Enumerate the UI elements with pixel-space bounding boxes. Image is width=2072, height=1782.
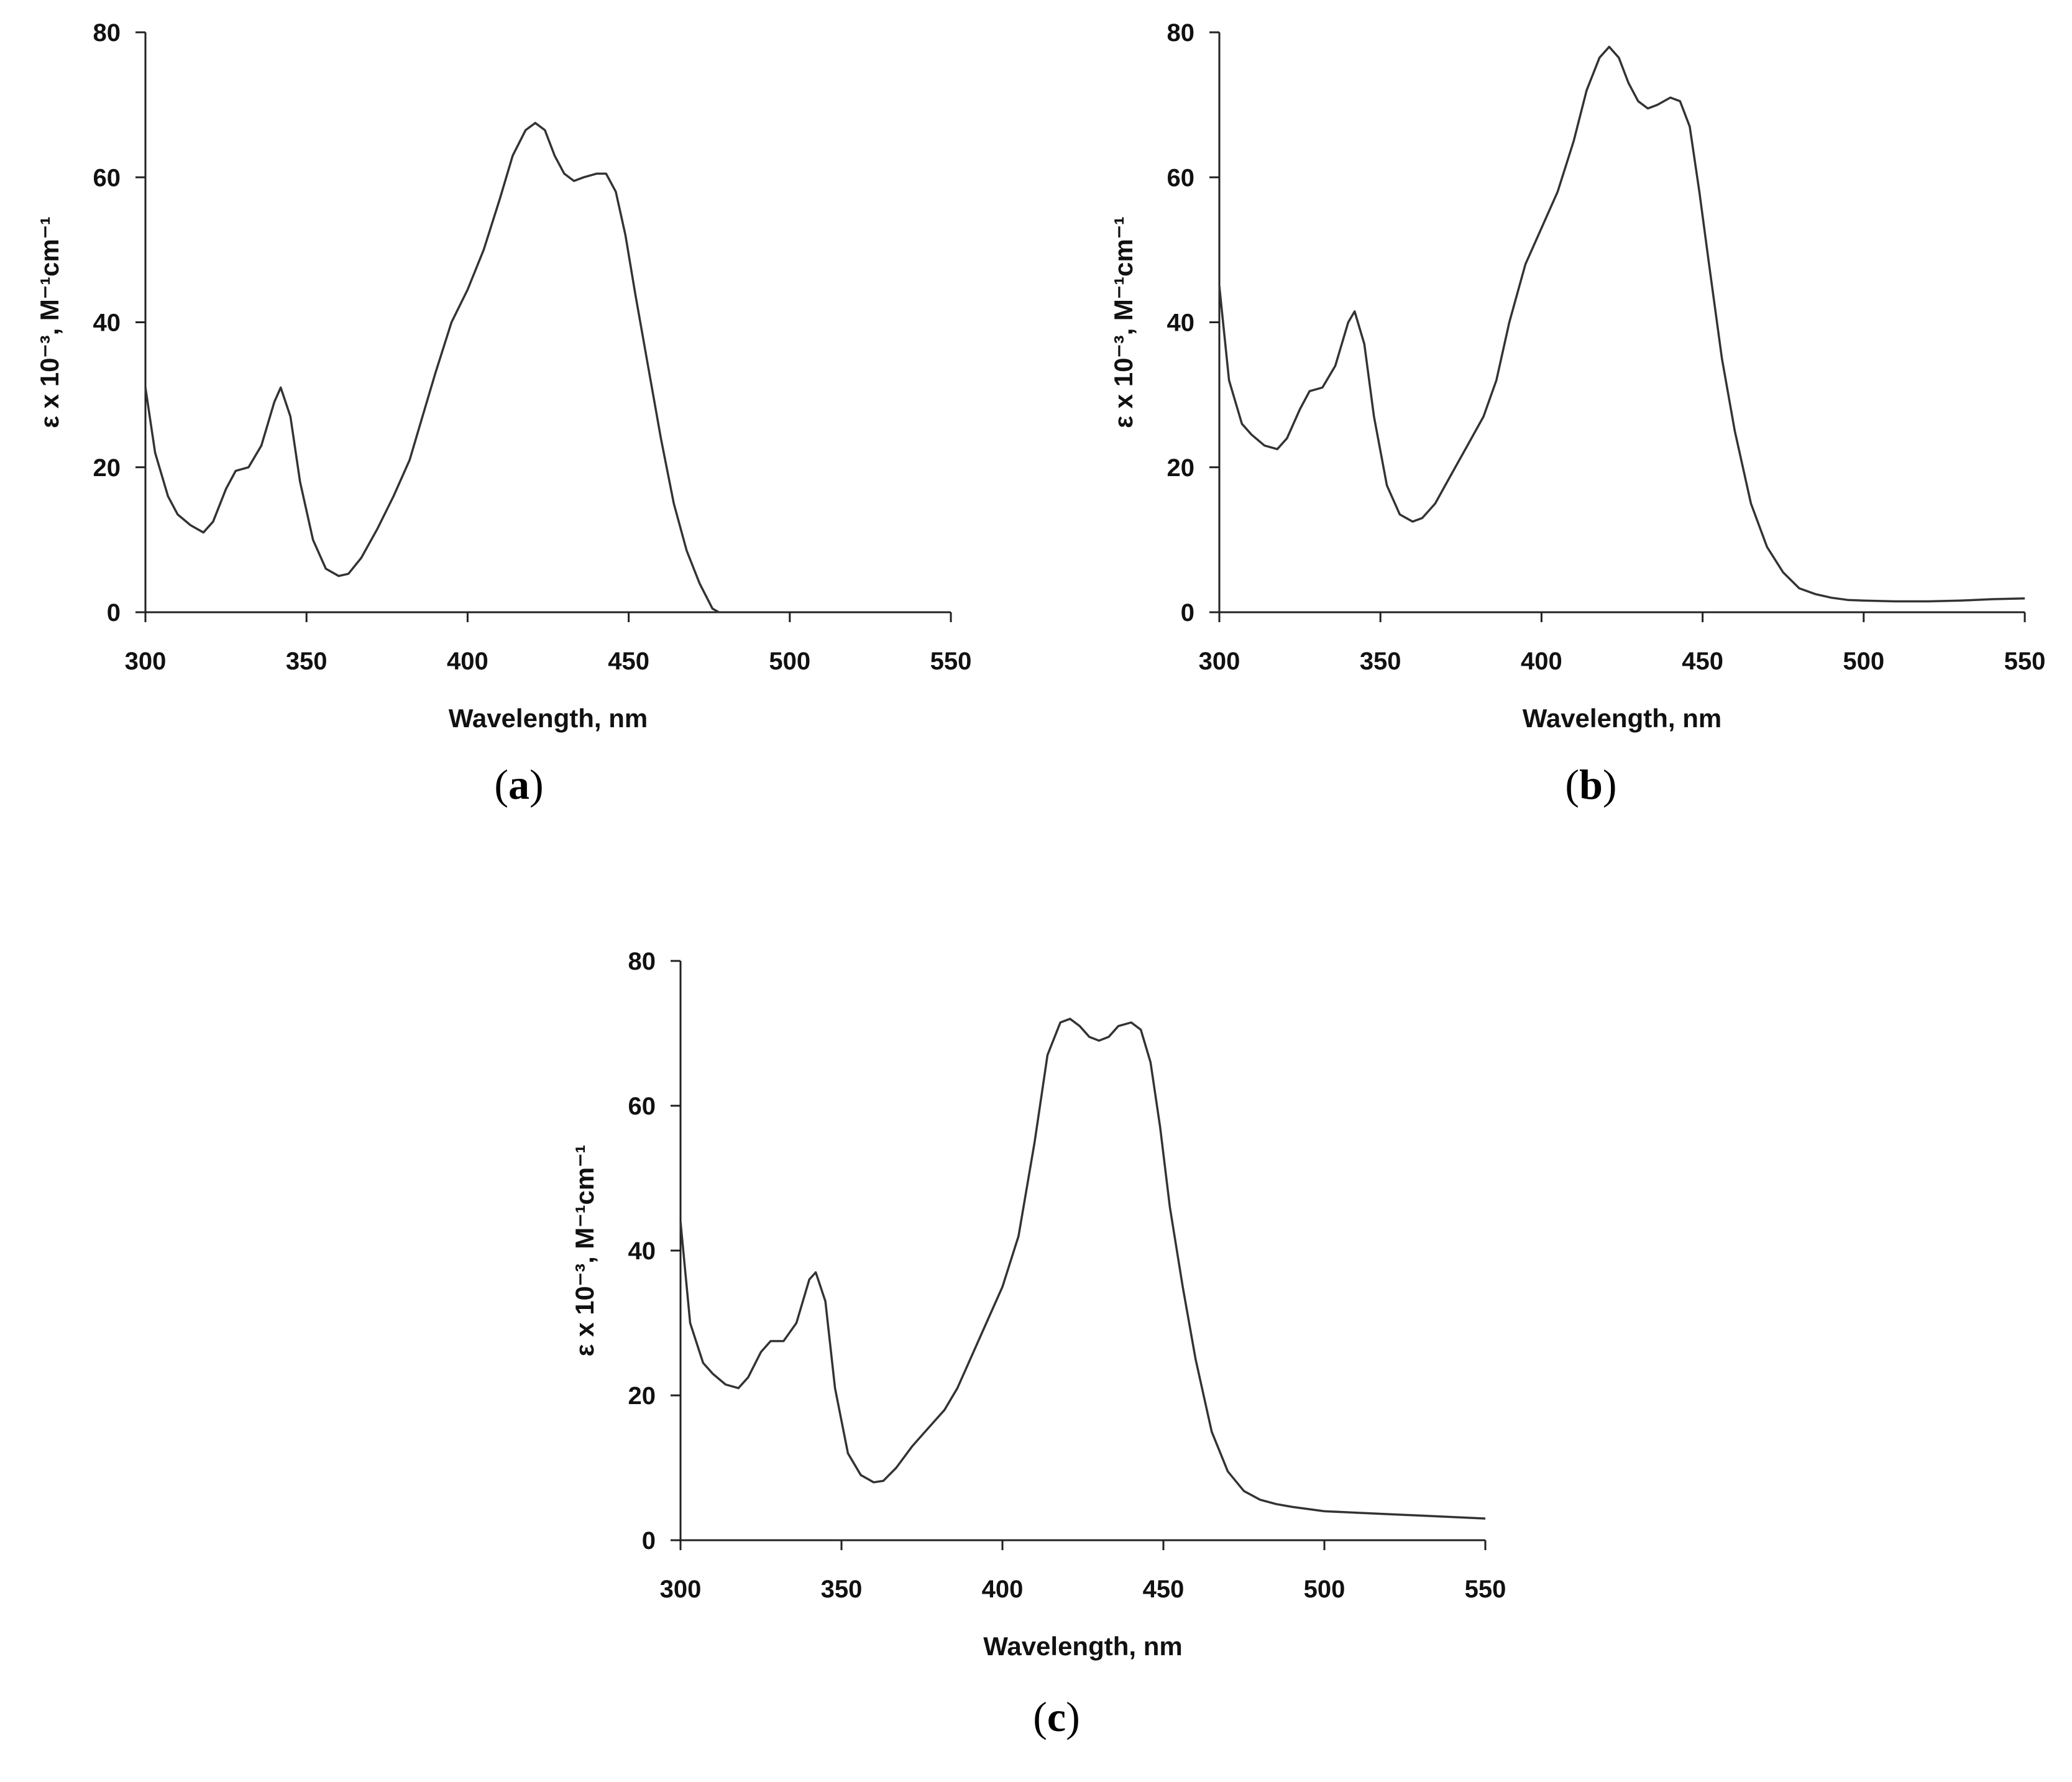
x-tick-label: 500 xyxy=(1843,648,1884,675)
x-tick-label: 400 xyxy=(447,648,488,675)
series-line xyxy=(679,1017,1486,1520)
y-tick-label: 40 xyxy=(1167,310,1195,337)
y-axis-title: ε x 10⁻³, M⁻¹cm⁻¹ xyxy=(35,216,64,428)
y-tick-label: 80 xyxy=(628,948,656,975)
chart-panel-c: 300 350 400 450 500 550 0 20 40 60 80 Wavelength, n… xyxy=(570,948,1506,1740)
y-tick-label: 60 xyxy=(628,1093,656,1120)
series-line xyxy=(144,122,720,613)
y-tick-label: 40 xyxy=(628,1238,656,1265)
y-tick-label: 60 xyxy=(1167,164,1195,191)
chart-panel-b: 300 350 400 450 500 550 0 20 40 60 80 Wavelength, n… xyxy=(1109,19,2045,808)
x-tick-label: 300 xyxy=(660,1576,702,1603)
x-axis-title: Wavelength, nm xyxy=(449,704,648,733)
x-tick-label: 500 xyxy=(1304,1576,1345,1603)
x-tick-label: 550 xyxy=(1465,1576,1506,1603)
y-axis-title: ε x 10⁻³, M⁻¹cm⁻¹ xyxy=(1109,216,1138,428)
x-tick-label: 450 xyxy=(1143,1576,1185,1603)
x-axis-title: Wavelength, nm xyxy=(1523,704,1721,733)
x-tick-label: 500 xyxy=(769,648,810,675)
y-tick-label: 20 xyxy=(93,454,121,482)
x-tick-label: 300 xyxy=(1199,648,1240,675)
y-tick-label: 20 xyxy=(1167,454,1195,482)
panel-label: (b) xyxy=(1565,761,1616,808)
y-tick-label: 0 xyxy=(1181,599,1194,627)
y-axis-title: ε x 10⁻³, M⁻¹cm⁻¹ xyxy=(570,1145,599,1357)
x-tick-label: 550 xyxy=(930,648,972,675)
y-tick-label: 80 xyxy=(1167,19,1195,47)
x-tick-label: 350 xyxy=(286,648,328,675)
x-tick-label: 400 xyxy=(982,1576,1024,1603)
x-tick-label: 350 xyxy=(1360,648,1401,675)
chart-panel-a: 300 350 400 450 500 550 0 20 40 60 80 Wavelength, n… xyxy=(35,19,971,808)
y-tick-label: 40 xyxy=(93,310,121,337)
y-tick-label: 20 xyxy=(628,1382,656,1410)
x-tick-label: 550 xyxy=(2004,648,2046,675)
x-tick-label: 450 xyxy=(608,648,649,675)
y-tick-label: 0 xyxy=(642,1527,656,1555)
x-tick-label: 350 xyxy=(821,1576,863,1603)
panel-label: (c) xyxy=(1033,1693,1080,1740)
x-tick-label: 400 xyxy=(1521,648,1562,675)
series-line xyxy=(1218,45,2025,603)
panel-label: (a) xyxy=(494,761,543,808)
y-tick-label: 0 xyxy=(107,599,121,627)
x-tick-label: 300 xyxy=(125,648,167,675)
x-tick-label: 450 xyxy=(1682,648,1723,675)
y-tick-label: 80 xyxy=(93,19,121,47)
y-tick-label: 60 xyxy=(93,164,121,191)
x-axis-title: Wavelength, nm xyxy=(983,1632,1182,1661)
